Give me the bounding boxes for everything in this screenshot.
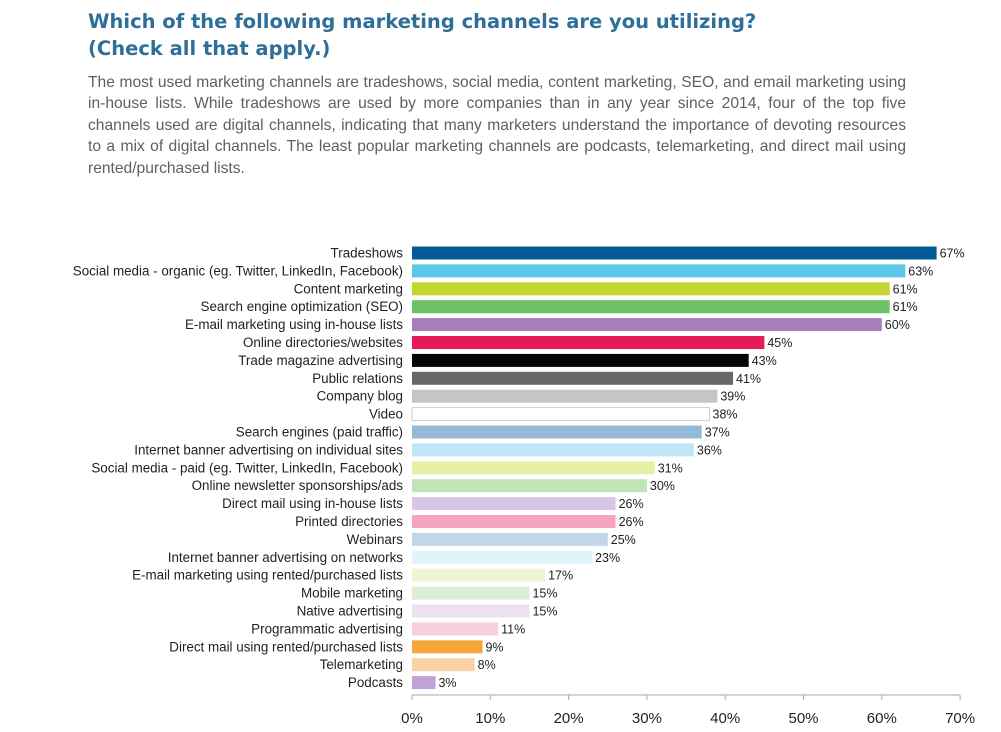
bar — [412, 336, 765, 349]
bar — [412, 246, 937, 260]
bar — [412, 264, 906, 278]
category-label: Social media - paid (eg. Twitter, Linked… — [91, 460, 403, 475]
category-label: Printed directories — [295, 514, 403, 529]
data-label: 60% — [885, 318, 910, 332]
data-label: 26% — [619, 497, 644, 511]
bar — [412, 568, 546, 582]
category-label: Trade magazine advertising — [238, 353, 403, 368]
x-tick-label: 30% — [632, 710, 662, 727]
data-label: 39% — [720, 390, 745, 404]
bar-chart: Tradeshows 67% Social media - organic (eg.… — [73, 246, 975, 728]
bar — [412, 389, 718, 403]
category-label: E-mail marketing using rented/purchased … — [132, 568, 403, 583]
category-label: Internet banner advertising on networks — [168, 550, 404, 565]
data-label: 8% — [478, 658, 496, 672]
category-label: Video — [369, 407, 403, 422]
data-label: 31% — [658, 461, 683, 475]
data-label: 36% — [697, 443, 722, 457]
category-label: Company blog — [317, 389, 403, 404]
category-label: Content marketing — [294, 281, 403, 296]
category-label: Search engine optimization (SEO) — [201, 299, 403, 314]
data-label: 38% — [713, 408, 738, 422]
category-label: Online newsletter sponsorships/ads — [192, 478, 404, 493]
bar — [412, 353, 749, 367]
data-label: 41% — [736, 372, 761, 386]
category-label: Direct mail using in-house lists — [222, 496, 403, 511]
category-label: Webinars — [347, 532, 404, 547]
bar — [412, 300, 890, 314]
data-label: 61% — [893, 300, 918, 314]
title-line-1: Which of the following marketing channel… — [88, 10, 757, 33]
data-label: 37% — [705, 426, 730, 440]
x-tick-label: 40% — [710, 710, 740, 727]
category-label: Programmatic advertising — [251, 621, 403, 636]
category-label: Tradeshows — [331, 246, 404, 261]
bar — [412, 425, 702, 439]
title-line-2: (Check all that apply.) — [88, 37, 331, 60]
category-label: Online directories/websites — [243, 335, 403, 350]
bar — [412, 622, 499, 636]
data-label: 9% — [485, 640, 503, 654]
bar — [412, 371, 734, 385]
x-tick-label: 20% — [554, 710, 584, 727]
data-label: 3% — [438, 676, 456, 690]
bar — [412, 515, 616, 528]
category-label: E-mail marketing using in-house lists — [185, 317, 403, 332]
bars-layer: Tradeshows 67% Social media - organic (eg.… — [73, 246, 965, 691]
bar — [412, 604, 530, 618]
data-label: 25% — [611, 533, 636, 547]
page-title: Which of the following marketing channel… — [88, 8, 968, 62]
data-label: 26% — [619, 515, 644, 529]
bar — [412, 658, 475, 672]
category-label: Telemarketing — [320, 657, 403, 672]
bar — [412, 550, 593, 564]
x-tick-label: 70% — [945, 710, 975, 727]
data-label: 67% — [940, 247, 965, 261]
category-label: Internet banner advertising on individua… — [134, 442, 403, 457]
category-label: Direct mail using rented/purchased lists — [169, 639, 403, 654]
bar — [412, 586, 530, 600]
bar — [412, 318, 882, 332]
bar — [412, 479, 647, 493]
intro-paragraph: The most used marketing channels are tra… — [88, 74, 906, 177]
category-label: Podcasts — [348, 675, 403, 690]
bar — [412, 461, 655, 475]
bar — [412, 532, 608, 546]
category-label: Native advertising — [297, 604, 403, 619]
data-label: 63% — [908, 264, 933, 278]
category-label: Public relations — [312, 371, 403, 386]
bar — [412, 676, 436, 690]
data-label: 15% — [532, 587, 557, 601]
data-label: 23% — [595, 551, 620, 565]
bar — [412, 640, 483, 654]
x-tick-label: 0% — [401, 710, 423, 727]
data-label: 17% — [548, 569, 573, 583]
data-label: 61% — [893, 282, 918, 296]
category-label: Search engines (paid traffic) — [236, 425, 403, 440]
bar — [412, 497, 616, 511]
data-label: 15% — [532, 605, 557, 619]
category-label: Mobile marketing — [301, 586, 403, 601]
x-tick-label: 10% — [475, 710, 505, 727]
category-label: Social media - organic (eg. Twitter, Lin… — [73, 263, 403, 278]
x-axis: 0% 10% 20% 30% 40% 50% 60% 70% — [401, 694, 975, 727]
bar — [412, 443, 694, 457]
data-label: 11% — [501, 622, 525, 636]
data-label: 45% — [767, 336, 792, 350]
x-tick-label: 60% — [867, 710, 897, 727]
data-label: 43% — [752, 354, 777, 368]
bar — [411, 407, 711, 422]
data-label: 30% — [650, 479, 675, 493]
bar — [412, 282, 890, 296]
x-tick-label: 50% — [788, 710, 818, 727]
